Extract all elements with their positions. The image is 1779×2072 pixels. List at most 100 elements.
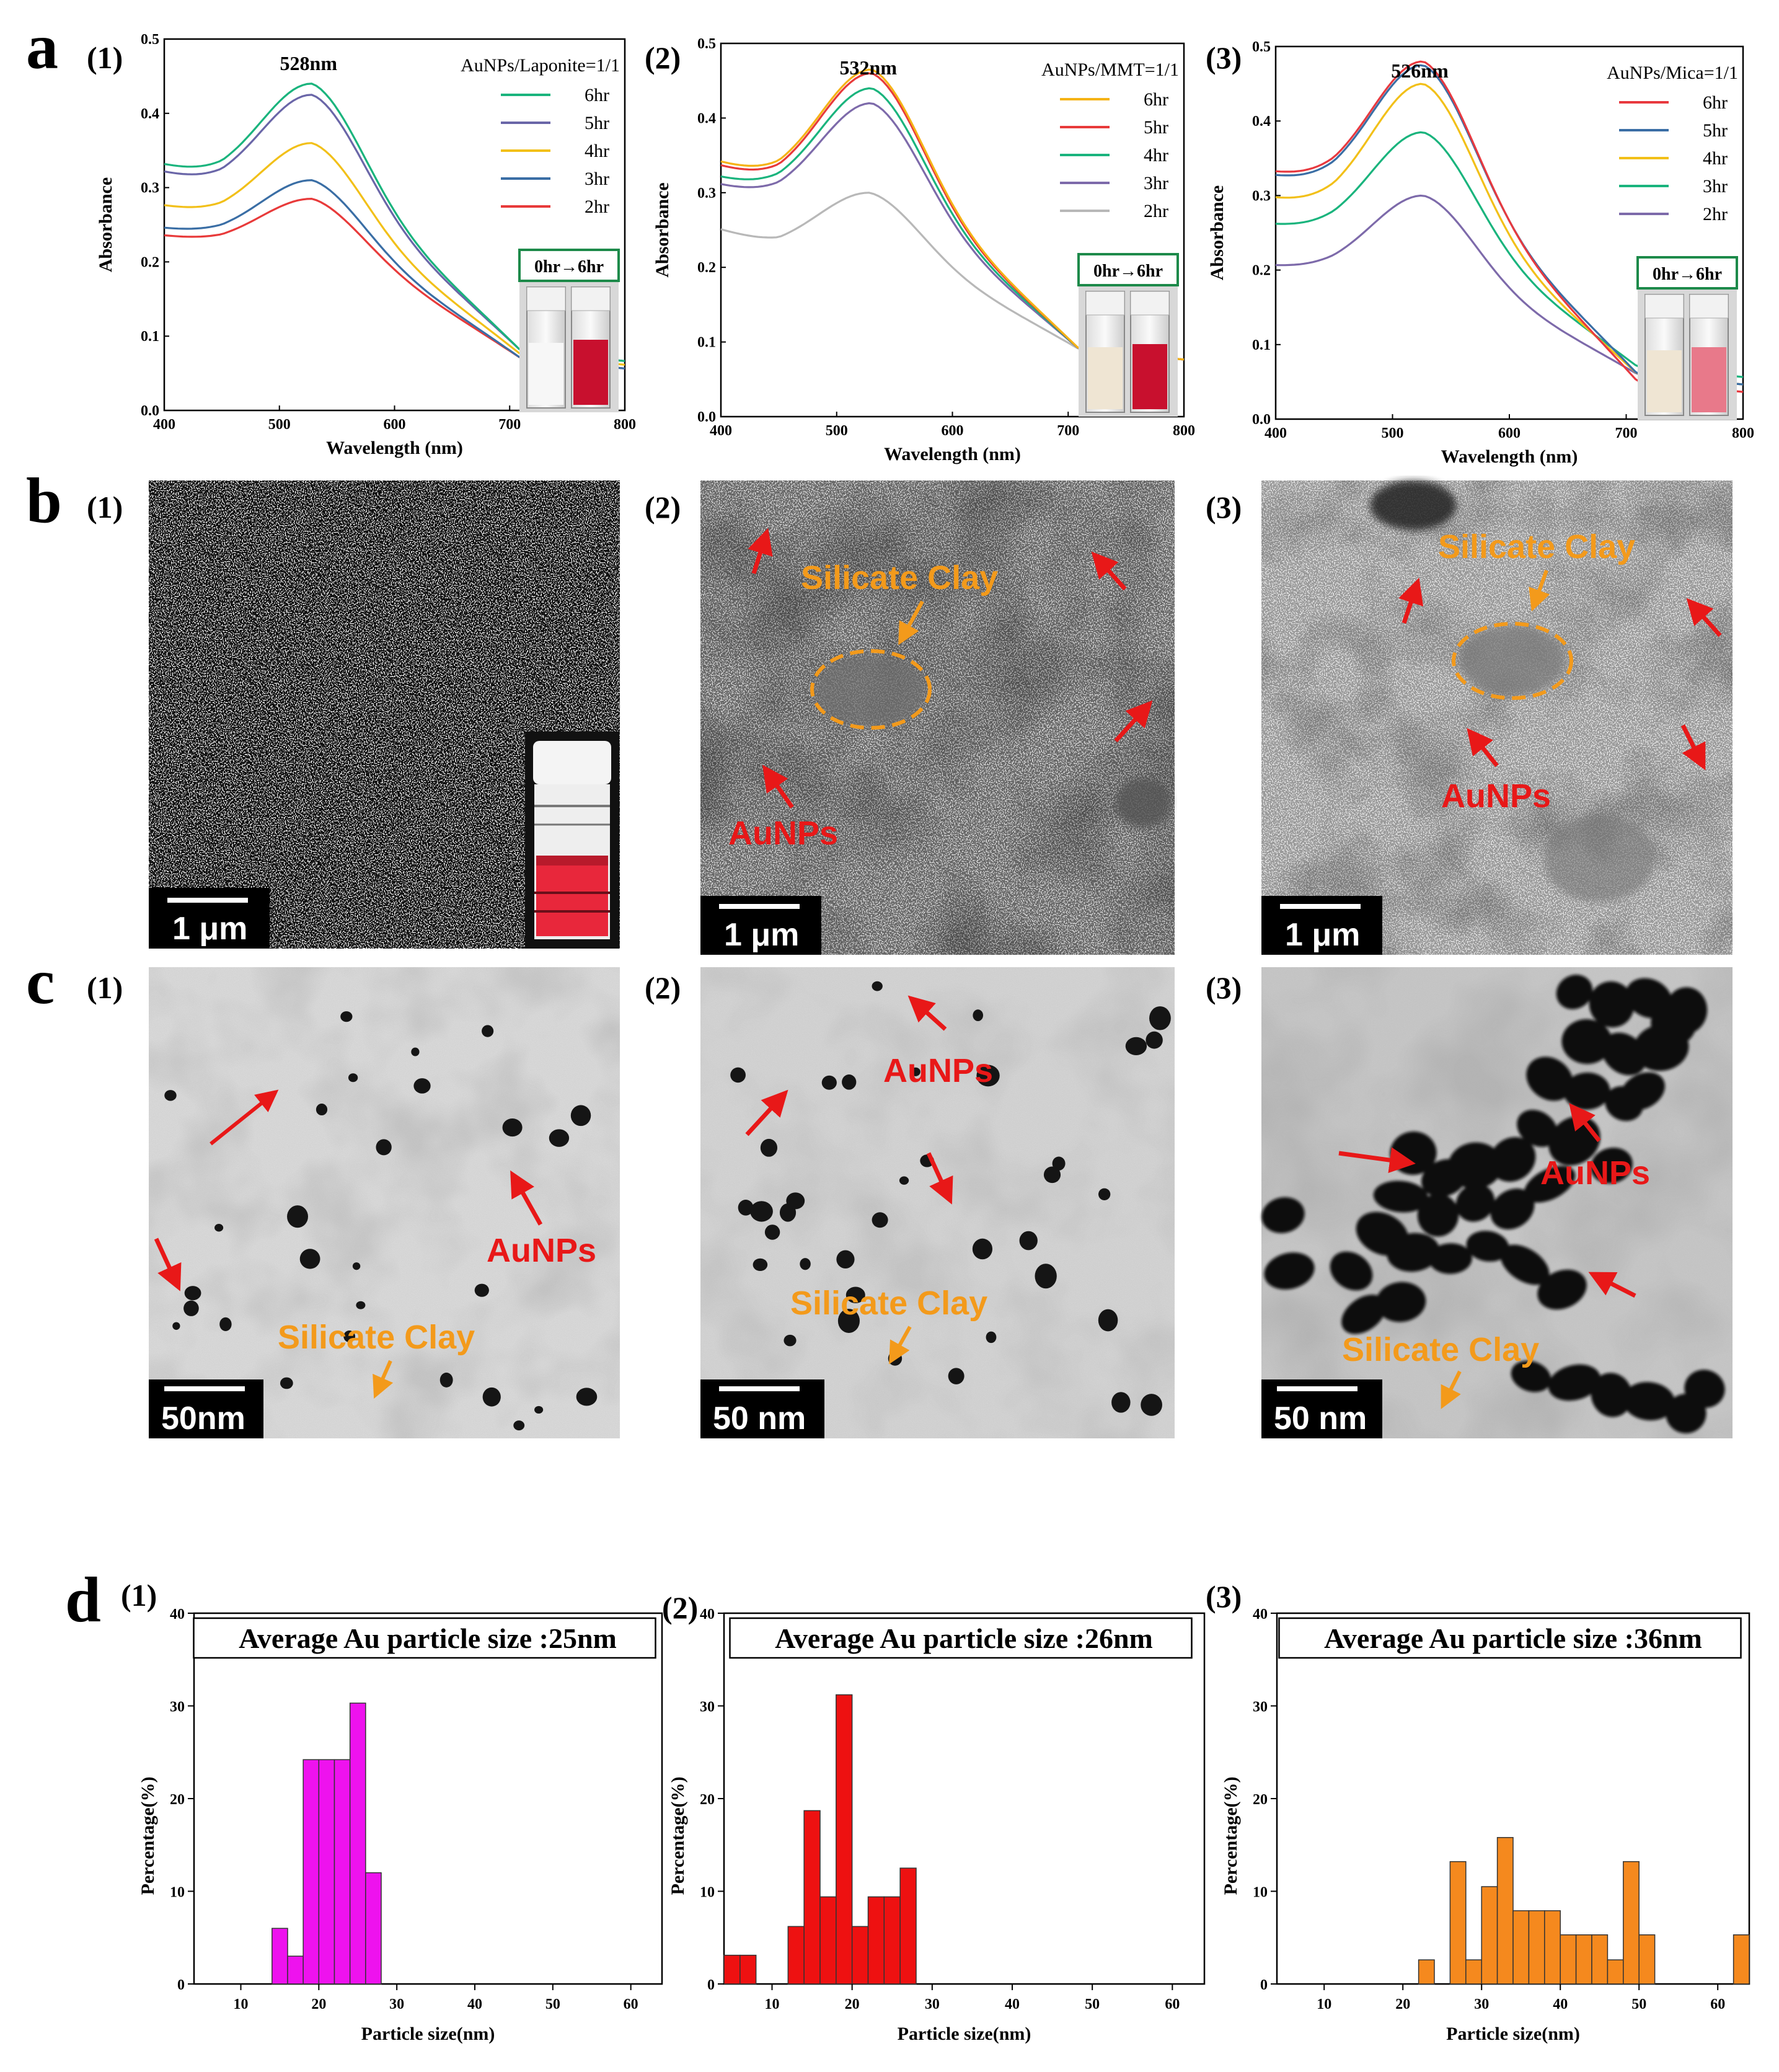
nanoparticle <box>1591 1148 1633 1184</box>
histogram-bar <box>739 1954 757 1985</box>
x-tick-label: 800 <box>614 417 636 433</box>
nanoparticle <box>1125 1037 1147 1056</box>
legend-label: 5hr <box>1703 120 1728 141</box>
panel-letter-d: d <box>65 1564 101 1636</box>
histogram-bar <box>723 1954 741 1985</box>
legend-label: 4hr <box>1144 145 1168 166</box>
y-tick-label: 0 <box>707 1977 715 1993</box>
y-tick-label: 0.3 <box>141 180 159 197</box>
nanoparticle <box>1417 1193 1459 1237</box>
sublabel-d1: (1) <box>121 1578 157 1613</box>
x-axis-title: Particle size(nm) <box>361 2024 495 2044</box>
nanoparticle <box>1341 1295 1386 1334</box>
nanoparticle <box>786 1192 805 1210</box>
histogram-bar <box>819 1896 837 1985</box>
nanoparticle <box>1455 1184 1495 1222</box>
nanoparticle <box>1526 1056 1573 1101</box>
scale-bar-label: 50 nm <box>713 1401 806 1437</box>
legend-label: 4hr <box>1703 148 1728 169</box>
histogram-chart-1: Average Au particle size :25nm 10 20 30 40 50… <box>138 1606 663 2044</box>
nanoparticle <box>760 1138 778 1157</box>
nanoparticle <box>1373 1180 1429 1213</box>
nanoparticle <box>899 1176 909 1185</box>
nanoparticle <box>1375 1282 1426 1322</box>
label-silicate-clay: Silicate Clay <box>278 1319 475 1356</box>
x-tick-label: 30 <box>925 1996 940 2012</box>
inset-tag-label: 0hr→6hr <box>1653 265 1722 284</box>
nanoparticle <box>534 1406 544 1414</box>
histogram-bar <box>333 1759 351 1985</box>
inset-tag-box <box>1077 253 1179 286</box>
legend-label: 5hr <box>585 113 609 133</box>
y-axis-title: Percentage(%) <box>138 1776 158 1895</box>
legend-label: 4hr <box>585 141 609 161</box>
histogram-bar <box>787 1926 805 1985</box>
x-tick-label: 500 <box>1382 425 1404 441</box>
clay-highlight-ellipse <box>1452 622 1573 700</box>
peak-wavelength-label: 532nm <box>840 56 898 79</box>
legend-label: 2hr <box>585 197 609 217</box>
legend-label: 6hr <box>1703 92 1728 113</box>
nanoparticle <box>1591 1373 1633 1417</box>
scale-bar-label: 1 μm <box>724 917 799 953</box>
nanoparticle <box>1035 1264 1057 1289</box>
nanoparticle <box>730 1067 746 1083</box>
histogram-bar <box>1591 1934 1609 1985</box>
nanoparticle <box>219 1317 232 1331</box>
y-tick-label: 30 <box>700 1699 715 1716</box>
y-tick-label: 10 <box>170 1885 185 1901</box>
legend-title: AuNPs/Laponite=1/1 <box>461 55 620 76</box>
chart-title: Average Au particle size :36nm <box>1324 1623 1702 1654</box>
inset-tag-box <box>1636 256 1738 290</box>
nanoparticle <box>800 1258 811 1270</box>
sublabel-a3: (3) <box>1206 40 1242 75</box>
tem-low-1: 1 μm <box>149 480 620 949</box>
peak-wavelength-label: 528nm <box>280 52 338 74</box>
uvvis-chart-mica: 400 500 600 700 800 0.0 0.1 0.2 0.3 0.4 0.5 Wavelen… <box>1207 39 1754 467</box>
histogram-bar <box>803 1810 821 1985</box>
nanoparticle <box>948 1368 965 1384</box>
clay-highlight-ellipse <box>810 649 932 730</box>
panel-letter-b: b <box>26 465 62 536</box>
y-tick-label: 0.2 <box>141 254 159 270</box>
nanoparticle <box>299 1249 320 1269</box>
nanoparticle <box>1141 1394 1162 1416</box>
nanoparticle <box>482 1025 494 1037</box>
nanoparticle <box>343 1330 356 1343</box>
x-tick-label: 10 <box>1317 1996 1331 2012</box>
nanoparticle <box>1466 1231 1509 1262</box>
y-tick-label: 0.0 <box>697 409 716 425</box>
x-tick-label: 700 <box>498 417 521 433</box>
nanoparticle <box>1043 1166 1061 1184</box>
label-aunps: AuNPs <box>487 1232 596 1269</box>
sublabel-a1: (1) <box>87 40 123 75</box>
inset-tag-label: 0hr→6hr <box>1093 262 1163 281</box>
nanoparticle <box>764 1224 780 1240</box>
nanoparticle <box>836 1250 855 1268</box>
x-tick-label: 500 <box>268 417 291 433</box>
x-tick-label: 30 <box>389 1996 404 2012</box>
nanoparticle <box>1548 1364 1601 1401</box>
scale-bar-label: 50nm <box>161 1401 245 1437</box>
histogram-bar <box>836 1694 853 1985</box>
x-tick-label: 600 <box>942 423 964 439</box>
y-tick-label: 40 <box>1253 1606 1268 1623</box>
panel-letter-c: c <box>26 946 55 1017</box>
histogram-bar <box>867 1896 885 1985</box>
inset-tag-box <box>518 249 620 282</box>
y-tick-label: 20 <box>1253 1792 1268 1808</box>
nanoparticle <box>872 981 883 991</box>
nanoparticle <box>214 1224 224 1232</box>
nanoparticle <box>845 1286 865 1303</box>
tem-low-3: 1 μm Silicate Clay AuNPs <box>1261 480 1733 955</box>
x-tick-label: 10 <box>234 1996 249 2012</box>
nanoparticle <box>1589 981 1635 1028</box>
y-tick-label: 10 <box>1253 1885 1268 1901</box>
sublabel-a2: (2) <box>645 40 681 75</box>
histogram-chart-2: Average Au particle size :26nm 10 20 30 40 50… <box>668 1606 1206 2044</box>
nanoparticle <box>376 1139 392 1156</box>
y-axis-title: Percentage(%) <box>1221 1776 1241 1895</box>
histogram-bar <box>1465 1959 1482 1985</box>
x-tick-label: 600 <box>1498 425 1521 441</box>
